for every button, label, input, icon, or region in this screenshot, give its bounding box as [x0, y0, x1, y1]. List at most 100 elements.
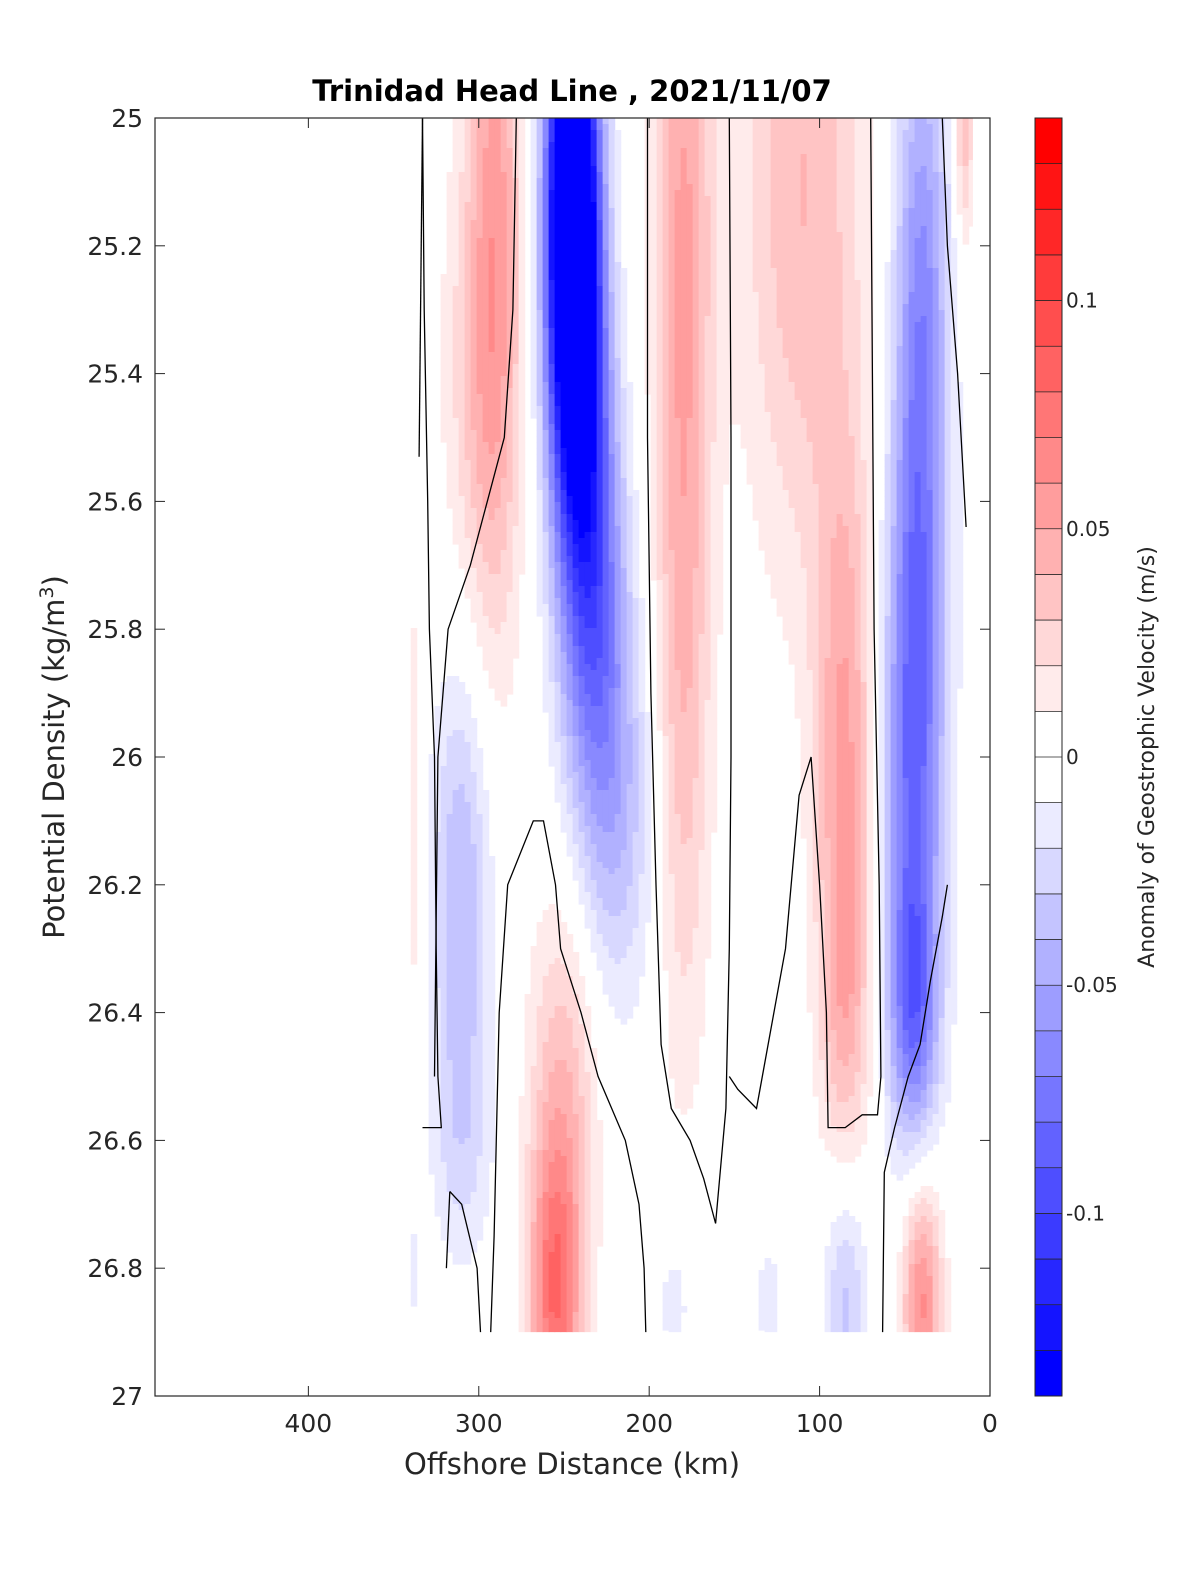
field-cell	[782, 472, 790, 479]
field-cell	[782, 124, 790, 131]
field-cell	[812, 148, 820, 155]
field-cell	[920, 118, 928, 125]
field-cell	[458, 376, 466, 383]
field-cell	[806, 130, 814, 137]
field-cell	[602, 442, 610, 449]
field-cell	[830, 268, 838, 275]
field-cell	[518, 466, 526, 473]
field-cell	[680, 304, 688, 311]
field-cell	[572, 286, 580, 293]
field-cell	[746, 262, 754, 269]
field-cell	[656, 226, 664, 233]
field-cell	[782, 166, 790, 173]
field-cell	[530, 292, 538, 299]
field-cell	[776, 478, 784, 485]
field-cell	[830, 298, 838, 305]
field-cell	[626, 490, 634, 497]
field-cell	[482, 436, 490, 443]
field-cell	[734, 394, 742, 401]
field-cell	[566, 424, 574, 431]
field-cell	[656, 448, 664, 455]
field-cell	[710, 184, 718, 191]
field-cell	[650, 172, 658, 179]
field-cell	[716, 424, 724, 431]
field-cell	[884, 442, 892, 449]
field-cell	[506, 322, 514, 329]
field-cell	[554, 274, 562, 281]
field-cell	[614, 370, 622, 377]
field-cell	[452, 178, 460, 185]
field-cell	[752, 370, 760, 377]
field-cell	[650, 286, 658, 293]
field-cell	[794, 316, 802, 323]
field-cell	[758, 472, 766, 479]
field-cell	[548, 478, 556, 485]
field-cell	[686, 232, 694, 239]
field-cell	[740, 376, 748, 383]
field-cell	[554, 310, 562, 317]
field-cell	[680, 286, 688, 293]
field-cell	[896, 298, 904, 305]
field-cell	[542, 142, 550, 149]
field-cell	[536, 322, 544, 329]
field-cell	[704, 268, 712, 275]
field-cell	[662, 340, 670, 347]
field-cell	[818, 142, 826, 149]
field-cell	[452, 394, 460, 401]
field-cell	[512, 286, 520, 293]
field-cell	[650, 406, 658, 413]
field-cell	[608, 304, 616, 311]
field-cell	[674, 496, 682, 503]
field-cell	[596, 256, 604, 263]
field-cell	[920, 172, 928, 179]
field-cell	[848, 430, 856, 437]
field-cell	[764, 304, 772, 311]
field-cell	[920, 178, 928, 185]
field-cell	[680, 358, 688, 365]
field-cell	[890, 118, 898, 125]
field-cell	[500, 328, 508, 335]
field-cell	[818, 328, 826, 335]
field-cell	[668, 460, 676, 467]
field-cell	[698, 328, 706, 335]
field-cell	[920, 268, 928, 275]
field-cell	[908, 124, 916, 131]
field-cell	[914, 418, 922, 425]
field-cell	[932, 364, 940, 371]
field-cell	[890, 370, 898, 377]
field-cell	[542, 358, 550, 365]
field-cell	[608, 496, 616, 503]
field-cell	[662, 124, 670, 131]
field-cell	[920, 184, 928, 191]
field-cell	[764, 370, 772, 377]
field-cell	[530, 214, 538, 221]
field-cell	[500, 214, 508, 221]
field-cell	[572, 394, 580, 401]
field-cell	[722, 118, 730, 125]
field-cell	[692, 340, 700, 347]
field-cell	[782, 352, 790, 359]
field-cell	[542, 118, 550, 125]
field-cell	[596, 214, 604, 221]
field-cell	[608, 244, 616, 251]
field-cell	[662, 334, 670, 341]
field-cell	[560, 358, 568, 365]
field-cell	[734, 406, 742, 413]
field-cell	[608, 388, 616, 395]
field-cell	[482, 172, 490, 179]
field-cell	[866, 244, 874, 251]
field-cell	[608, 340, 616, 347]
field-cell	[686, 424, 694, 431]
field-cell	[458, 448, 466, 455]
field-cell	[950, 292, 958, 299]
field-cell	[710, 160, 718, 167]
field-cell	[788, 310, 796, 317]
field-cell	[596, 364, 604, 371]
field-cell	[662, 214, 670, 221]
field-cell	[512, 346, 520, 353]
field-cell	[836, 142, 844, 149]
field-cell	[752, 472, 760, 479]
field-cell	[686, 316, 694, 323]
field-cell	[512, 484, 520, 491]
field-cell	[458, 154, 466, 161]
